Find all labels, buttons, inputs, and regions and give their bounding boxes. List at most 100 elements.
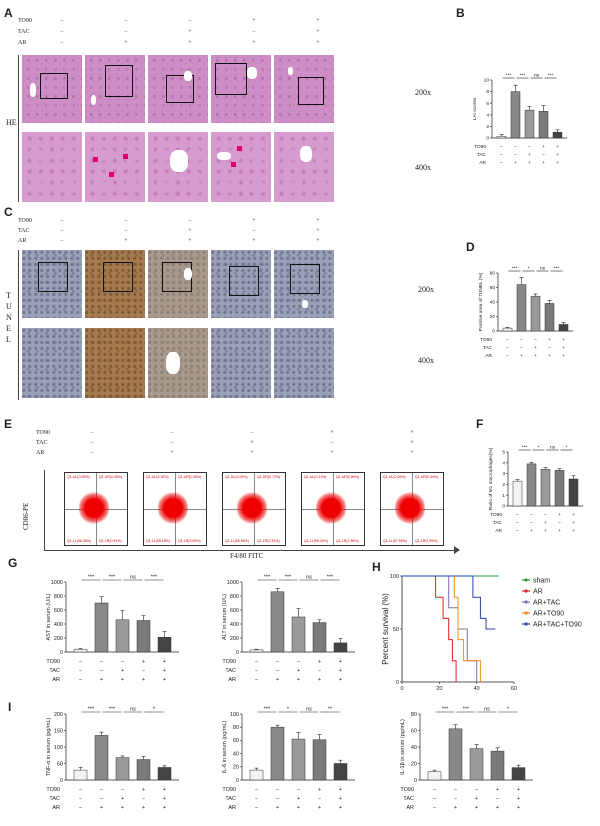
sig-label: ns xyxy=(130,575,136,581)
flow-x-axis-label: F4/80 FITC xyxy=(230,552,264,560)
survival-line xyxy=(402,575,496,630)
row-label: AR xyxy=(406,805,414,811)
quadrant-label: Q1-LR(0.51%) xyxy=(99,539,122,543)
y-tick-label: 60 xyxy=(233,738,239,744)
tunel-400x-row xyxy=(22,328,334,398)
panel-label-a: A xyxy=(4,6,13,20)
quadrant-label: Q1-UL(0.11%) xyxy=(304,475,327,479)
row-value: + xyxy=(558,513,561,518)
legend-marker xyxy=(524,600,528,604)
y-tick-label: 600 xyxy=(54,608,63,614)
sig-label: * xyxy=(153,707,156,713)
he-image xyxy=(211,55,271,123)
sig-label: * xyxy=(507,707,510,713)
tunel-mag-400: 400x xyxy=(418,356,434,365)
cond-value: − xyxy=(60,218,64,224)
x-tick-label: 0 xyxy=(400,686,403,692)
row-value: + xyxy=(318,659,321,665)
he-image-zoom xyxy=(22,132,82,202)
he-200x-row xyxy=(22,55,334,123)
flow-x-axis-line xyxy=(44,550,454,551)
row-value: + xyxy=(163,796,166,802)
row-value: − xyxy=(528,145,531,150)
flow-plot: Q1-UL(0.09%) Q1-UR(0.72%) Q1-LL(96.86%) Q1-… xyxy=(222,472,286,546)
y-tick-label: 8 xyxy=(486,89,489,95)
cond-value: − xyxy=(60,238,64,244)
row-value: − xyxy=(276,668,279,674)
quadrant-label: Q1-LL(95.18%) xyxy=(146,539,170,543)
bar xyxy=(249,769,264,781)
y-axis-label: AST in serum (U/L) xyxy=(46,593,52,640)
zoom-box xyxy=(298,77,324,105)
row-value: + xyxy=(339,677,342,683)
tunel-image xyxy=(148,250,208,318)
cond-value: − xyxy=(188,18,192,24)
bar xyxy=(312,622,327,653)
y-tick-label: 0 xyxy=(492,329,495,335)
y-tick-label: 40 xyxy=(233,751,239,757)
legend-label: sham xyxy=(533,578,550,585)
bar xyxy=(427,771,442,781)
y-tick-label: 3 xyxy=(502,471,505,477)
y-tick-label: 0 xyxy=(486,136,489,142)
row-label: TO90 xyxy=(46,659,60,665)
cond-value: + xyxy=(252,18,256,24)
row-value: + xyxy=(163,668,166,674)
cond-label: TO90 xyxy=(18,218,32,224)
cond-value: + xyxy=(124,40,128,46)
row-value: + xyxy=(542,145,545,150)
y-tick-label: 2 xyxy=(502,482,505,488)
cond-value: + xyxy=(188,228,192,234)
y-axis-label: Positive area of TUNEL (%) xyxy=(478,272,484,331)
bar xyxy=(544,303,555,332)
row-value: + xyxy=(297,805,300,811)
y-tick-label: 80 xyxy=(233,725,239,731)
sig-label: ** xyxy=(328,707,333,713)
row-value: + xyxy=(339,805,342,811)
row-label: TO90 xyxy=(46,787,60,793)
row-value: − xyxy=(514,145,517,150)
row-value: + xyxy=(514,161,517,166)
row-value: + xyxy=(528,153,531,158)
sig-label: ns xyxy=(306,575,312,581)
sig-label: ns xyxy=(550,446,556,451)
row-value: + xyxy=(318,677,321,683)
he-image xyxy=(148,55,208,123)
quadrant-label: Q1-UR(0.44%) xyxy=(415,475,439,479)
bar xyxy=(511,767,526,781)
y-tick-label: 50 xyxy=(393,627,399,633)
cond-value: − xyxy=(124,228,128,234)
y-tick-label: 10 xyxy=(484,78,490,84)
row-value: + xyxy=(297,677,300,683)
he-400x-row xyxy=(22,132,334,202)
row-value: + xyxy=(562,346,565,351)
row-value: + xyxy=(121,805,124,811)
row-label: TAC xyxy=(49,668,60,674)
row-value: − xyxy=(506,346,509,351)
cond-label: AR xyxy=(36,450,45,456)
he-image-zoom xyxy=(148,132,208,202)
y-tick-label: 60 xyxy=(411,728,417,734)
tunel-image-zoom xyxy=(85,328,145,398)
sig-label: ns xyxy=(484,707,490,713)
bar xyxy=(157,767,172,781)
cond-value: − xyxy=(124,218,128,224)
legend-label: AR+TAC+TO90 xyxy=(533,622,582,629)
sig-label: *** xyxy=(109,707,116,713)
row-value: − xyxy=(542,153,545,158)
panel-label-i: I xyxy=(8,700,12,714)
bar xyxy=(448,728,463,781)
bar xyxy=(333,763,348,781)
row-value: − xyxy=(500,161,503,166)
chart-i3: 0 20 40 60 80 IL-1β in serum (pg/mL) *** *** ns *… xyxy=(400,707,533,811)
y-tick-label: 40 xyxy=(490,300,496,306)
row-value: + xyxy=(558,529,561,534)
row-value: + xyxy=(548,354,551,359)
sig-label: ns xyxy=(130,707,136,713)
quadrant-label: Q1-LL(96.02%) xyxy=(304,539,328,543)
cond-value: − xyxy=(60,29,64,35)
panel-label-f: F xyxy=(476,417,484,431)
row-value: − xyxy=(121,787,124,793)
row-value: − xyxy=(318,668,321,674)
row-value: − xyxy=(276,796,279,802)
